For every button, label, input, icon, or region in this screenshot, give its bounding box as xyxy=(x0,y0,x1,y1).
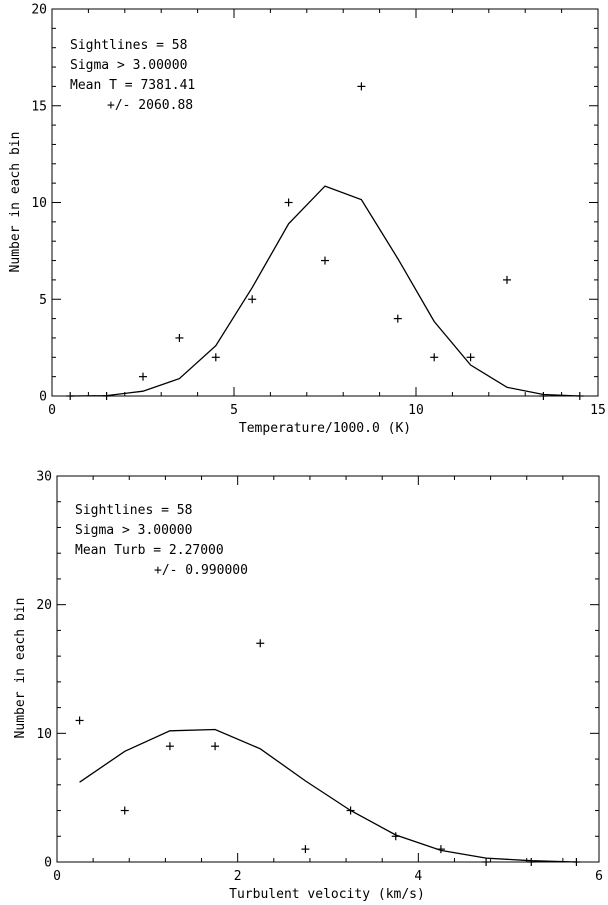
y-tick-label: 10 xyxy=(36,727,52,742)
y-tick-label: 15 xyxy=(31,99,47,114)
data-point xyxy=(430,353,439,362)
annotation-error: +/- 2060.88 xyxy=(107,98,193,113)
fit-curve xyxy=(70,185,580,397)
data-point xyxy=(539,392,548,400)
data-point xyxy=(66,392,75,400)
y-tick-label: 10 xyxy=(31,196,47,211)
data-point xyxy=(482,858,491,866)
y-tick-label: 5 xyxy=(39,293,47,308)
data-point xyxy=(248,295,257,304)
annotation-mean: Mean Turb = 2.27000 xyxy=(75,543,224,558)
turbulence-histogram-panel: 0 2 4 6 0 10 20 30 Turbulent velocity (km/s) Nu… xyxy=(13,470,603,903)
x-tick-label: 6 xyxy=(595,869,603,884)
data-point xyxy=(346,806,355,815)
data-point xyxy=(301,845,310,854)
x-axis-label: Temperature/1000.0 (K) xyxy=(239,421,411,436)
y-axis-label: Number in each bin xyxy=(13,598,28,739)
data-point xyxy=(357,82,366,91)
y-tick-label: 30 xyxy=(36,470,52,485)
x-tick-label: 0 xyxy=(48,403,56,418)
fit-curve xyxy=(79,728,577,863)
data-point xyxy=(284,198,293,207)
data-point xyxy=(211,353,220,362)
plot-frame xyxy=(56,475,600,863)
x-tick-label: 4 xyxy=(414,869,422,884)
data-point xyxy=(466,353,475,362)
data-points xyxy=(66,82,584,400)
annotation-sightlines: Sightlines = 58 xyxy=(75,503,192,518)
data-point xyxy=(75,716,84,725)
x-axis-label: Turbulent velocity (km/s) xyxy=(229,887,425,902)
data-point xyxy=(139,372,147,381)
data-point xyxy=(321,256,329,265)
y-axis-label: Number in each bin xyxy=(8,132,23,273)
x-tick-label: 15 xyxy=(590,403,606,418)
tick-labels: 0 2 4 6 0 10 20 30 xyxy=(36,470,603,885)
tick-labels: 0 5 10 15 0 5 10 15 20 xyxy=(31,3,605,419)
data-point xyxy=(575,392,584,400)
y-tick-label: 20 xyxy=(31,3,47,18)
annotation-mean: Mean T = 7381.41 xyxy=(70,78,195,93)
data-point xyxy=(527,858,536,866)
data-point xyxy=(256,639,265,648)
data-point xyxy=(436,845,445,854)
y-tick-label: 20 xyxy=(36,598,52,613)
annotation-sightlines: Sightlines = 58 xyxy=(70,38,187,53)
data-point xyxy=(120,806,129,815)
annotation-sigma: Sigma > 3.00000 xyxy=(70,58,187,73)
annotation-sigma: Sigma > 3.00000 xyxy=(75,523,192,538)
annotation-error: +/- 0.990000 xyxy=(154,563,248,578)
temperature-histogram-panel: 0 5 10 15 0 5 10 15 20 Temperature/1000.0 (K) Nu… xyxy=(8,3,606,437)
data-points xyxy=(75,639,581,866)
y-tick-label: 0 xyxy=(39,390,47,405)
y-tick-label: 0 xyxy=(44,856,52,871)
tick-marks xyxy=(56,475,600,863)
x-tick-label: 0 xyxy=(53,869,61,884)
tick-marks xyxy=(51,8,599,397)
data-point xyxy=(572,858,581,866)
data-point xyxy=(391,832,400,841)
data-point xyxy=(165,742,174,751)
data-point xyxy=(175,333,184,342)
x-tick-label: 5 xyxy=(230,403,238,418)
data-point xyxy=(211,742,220,751)
x-tick-label: 10 xyxy=(408,403,424,418)
x-tick-label: 2 xyxy=(234,869,242,884)
data-point xyxy=(393,314,402,323)
data-point xyxy=(102,392,111,400)
data-point xyxy=(503,275,511,284)
